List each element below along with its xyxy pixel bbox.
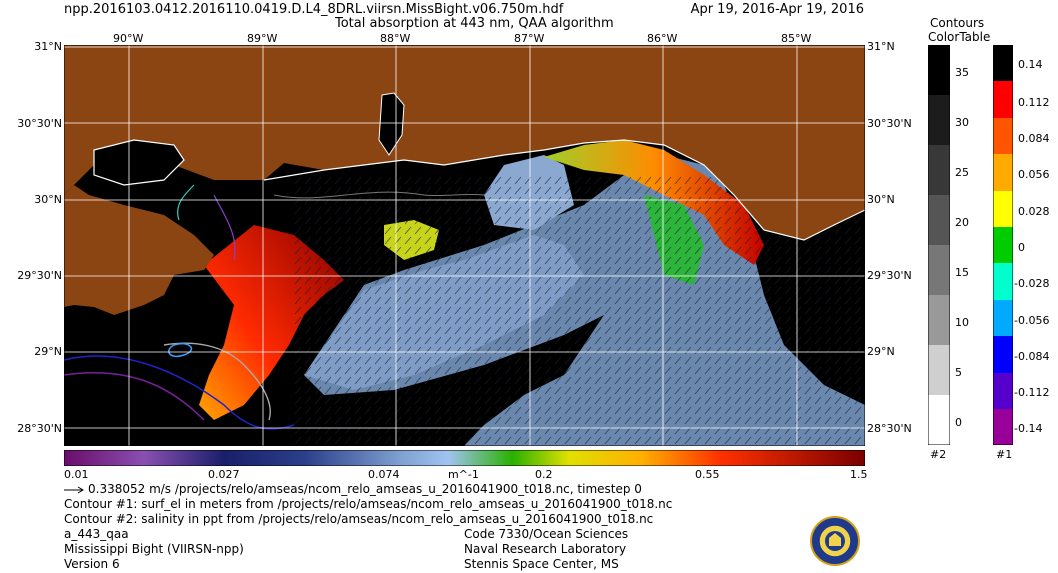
colorbar bbox=[64, 450, 865, 466]
scale1-label: -0.056 bbox=[1014, 314, 1050, 327]
vector-arrow-icon bbox=[64, 486, 84, 494]
scale2-label: 5 bbox=[955, 366, 962, 379]
org-name: Naval Research Laboratory bbox=[464, 542, 627, 556]
scale1-label: -0.14 bbox=[1014, 422, 1043, 435]
contour-line bbox=[64, 372, 205, 421]
contour-line bbox=[273, 191, 485, 199]
contour-scale-1 bbox=[993, 45, 1013, 445]
nrl-logo-icon bbox=[810, 516, 860, 566]
land-louisiana bbox=[64, 185, 214, 315]
lon-label-85w: 85°W bbox=[781, 32, 812, 45]
scale1-label: 0.084 bbox=[1018, 132, 1050, 145]
scale1-label: 0.14 bbox=[1018, 58, 1043, 71]
org-code: Code 7330/Ocean Sciences bbox=[464, 527, 629, 541]
legend-title-line1: Contours bbox=[930, 16, 985, 30]
map-subtitle: Total absorption at 443 nm, QAA algorith… bbox=[335, 16, 614, 31]
scale2-label: 20 bbox=[955, 216, 969, 229]
coastal-bloom-east bbox=[544, 140, 764, 265]
legend-title: Contours ColorTable bbox=[928, 16, 990, 44]
scale2-label: 35 bbox=[955, 66, 969, 79]
lat-label-right-28-30n: 28°30'N bbox=[867, 422, 912, 435]
lat-label-left-30n: 30°N bbox=[34, 193, 62, 206]
org-location: Stennis Space Center, MS bbox=[464, 557, 619, 571]
lon-label-87w: 87°W bbox=[514, 32, 545, 45]
colorbar-label: 0.55 bbox=[695, 468, 720, 481]
lon-label-88w: 88°W bbox=[380, 32, 411, 45]
lat-label-left-29-30n: 29°30'N bbox=[17, 269, 62, 282]
scale2-label: 10 bbox=[955, 316, 969, 329]
lat-label-right-31n: 31°N bbox=[867, 40, 895, 53]
scale1-label: -0.112 bbox=[1014, 386, 1050, 399]
colorbar-label: 0.074 bbox=[368, 468, 400, 481]
satellite-map[interactable] bbox=[64, 45, 865, 446]
colorbar-label-min: 0.01 bbox=[64, 468, 89, 481]
scale1-label: 0.028 bbox=[1018, 205, 1050, 218]
lat-label-right-29-30n: 29°30'N bbox=[867, 269, 912, 282]
lon-label-90w: 90°W bbox=[113, 32, 144, 45]
scale2-label: 30 bbox=[955, 116, 969, 129]
image-filename: npp.2016103.0412.2016110.0419.D.L4_8DRL.… bbox=[64, 2, 564, 17]
scale1-label: 0.112 bbox=[1018, 96, 1050, 109]
scale2-label: 0 bbox=[955, 416, 962, 429]
scale1-label: -0.028 bbox=[1014, 277, 1050, 290]
colorbar-label: 0.2 bbox=[535, 468, 553, 481]
date-range: Apr 19, 2016-Apr 19, 2016 bbox=[690, 2, 864, 17]
product-name: a_443_qaa bbox=[64, 527, 129, 541]
colorbar-label: 0.027 bbox=[208, 468, 240, 481]
contour-scale-2 bbox=[928, 45, 950, 445]
version-text: Version 6 bbox=[64, 557, 120, 571]
scale1-label: 0.056 bbox=[1018, 168, 1050, 181]
contour-line bbox=[213, 194, 236, 261]
colorbar-label-max: 1.5 bbox=[850, 468, 868, 481]
graticule bbox=[64, 45, 865, 446]
contour-line bbox=[177, 184, 195, 221]
colorbar-units: m^-1 bbox=[448, 468, 479, 481]
scale2-label: 25 bbox=[955, 166, 969, 179]
lon-label-86w: 86°W bbox=[647, 32, 678, 45]
scale1-footer: #1 bbox=[996, 448, 1013, 461]
lat-label-right-29n: 29°N bbox=[867, 345, 895, 358]
contour1-text: Contour #1: surf_el in meters from /proj… bbox=[64, 497, 673, 511]
legend-title-line2: ColorTable bbox=[928, 30, 991, 44]
contour-line bbox=[163, 342, 271, 421]
lat-label-left-30-30n: 30°30'N bbox=[17, 117, 62, 130]
scale2-label: 15 bbox=[955, 266, 969, 279]
contour-line bbox=[168, 343, 193, 357]
scale1-label: -0.084 bbox=[1014, 350, 1050, 363]
region-name: Mississippi Bight (VIIRSN-npp) bbox=[64, 542, 244, 556]
lat-label-right-30n: 30°N bbox=[867, 193, 895, 206]
scale2-footer: #2 bbox=[930, 448, 947, 461]
lat-label-left-29n: 29°N bbox=[34, 345, 62, 358]
vector-scale-text: 0.338052 m/s /projects/relo/amseas/ncom_… bbox=[88, 482, 642, 496]
lat-label-left-28-30n: 28°30'N bbox=[17, 422, 62, 435]
contour2-text: Contour #2: salinity in ppt from /projec… bbox=[64, 512, 654, 526]
lake-pontchartrain bbox=[94, 140, 184, 185]
lat-label-left-31n: 31°N bbox=[34, 40, 62, 53]
lat-label-right-30-30n: 30°30'N bbox=[867, 117, 912, 130]
land-mass bbox=[64, 45, 865, 240]
lon-label-89w: 89°W bbox=[247, 32, 278, 45]
coastline bbox=[263, 139, 865, 241]
mobile-bay bbox=[378, 92, 405, 156]
scale1-label: 0 bbox=[1018, 241, 1025, 254]
